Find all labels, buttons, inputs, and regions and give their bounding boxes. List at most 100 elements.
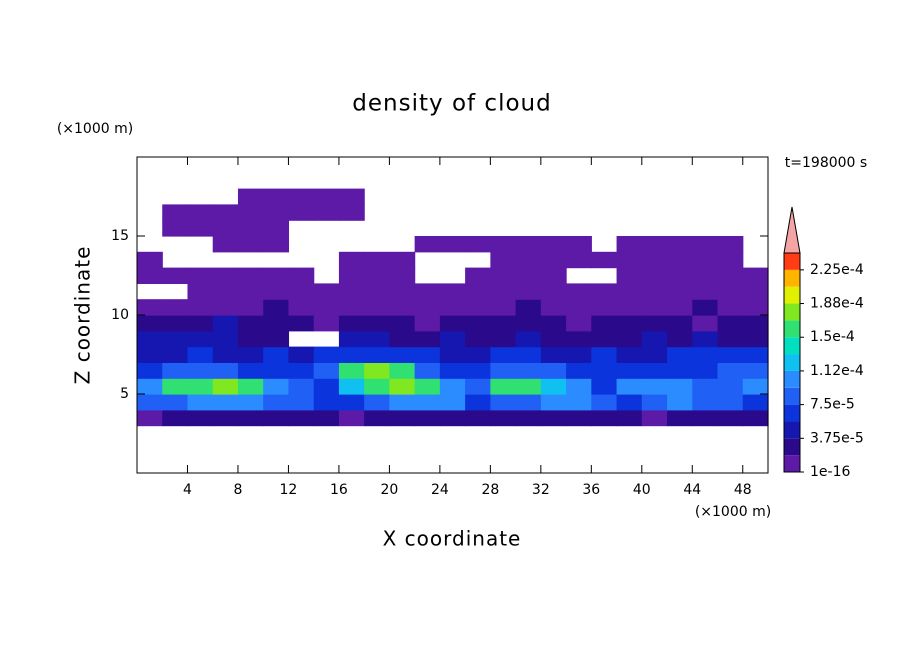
contour-cell	[338, 251, 365, 269]
y-tick-label: 15	[111, 228, 129, 244]
contour-cell	[540, 315, 567, 332]
contour-cell	[187, 220, 214, 237]
contour-cell	[490, 236, 517, 253]
contour-cell	[616, 330, 643, 348]
contour-cell	[414, 409, 441, 427]
contour-cell	[237, 394, 264, 411]
contour-cell	[162, 330, 189, 348]
contour-cell	[515, 267, 542, 284]
contour-cell	[162, 378, 189, 395]
contour-cell	[515, 236, 542, 253]
contour-cell	[389, 378, 416, 395]
contour-cell	[237, 346, 264, 363]
contour-cell	[162, 362, 189, 379]
contour-cell	[263, 204, 290, 221]
contour-cell	[364, 394, 390, 411]
chart-title: density of cloud	[352, 91, 551, 117]
contour-cell	[187, 283, 214, 300]
contour-cell	[465, 409, 491, 427]
contour-cell	[187, 267, 214, 284]
contour-cell	[288, 204, 315, 221]
contour-cell	[616, 251, 643, 269]
contour-cell	[515, 330, 542, 348]
contour-cell	[692, 378, 719, 395]
contour-cell	[414, 346, 441, 363]
contour-cell	[288, 299, 315, 316]
colorbar-band	[784, 354, 800, 371]
contour-cell	[313, 378, 340, 395]
contour-cell	[439, 362, 466, 379]
contour-cell	[540, 236, 567, 253]
contour-cell	[641, 315, 668, 332]
contour-cell	[187, 394, 214, 411]
contour-cell	[667, 346, 693, 363]
contour-cell	[667, 362, 693, 379]
contour-cell	[566, 346, 592, 363]
x-tick-label: 16	[330, 482, 348, 498]
contour-cell	[389, 330, 416, 348]
contour-cell	[717, 362, 744, 379]
contour-cell	[364, 409, 390, 427]
contour-cell	[338, 267, 365, 284]
contour-cell	[137, 346, 163, 363]
contour-cell	[212, 315, 239, 332]
contour-cell	[263, 236, 290, 253]
contour-cell	[566, 251, 592, 269]
contour-cell	[313, 315, 340, 332]
contour-cell	[591, 378, 618, 395]
contour-cell	[616, 394, 643, 411]
contour-cell	[540, 299, 567, 316]
contour-cell	[667, 394, 693, 411]
contour-cell	[338, 378, 365, 395]
contour-cell	[540, 378, 567, 395]
contour-cell	[515, 346, 542, 363]
contour-cell	[540, 409, 567, 427]
contour-cell	[137, 299, 163, 316]
contour-cell	[742, 330, 769, 348]
contour-cell	[364, 378, 390, 395]
contour-cell	[414, 330, 441, 348]
contour-cell	[667, 251, 693, 269]
contour-cell	[263, 346, 290, 363]
contour-cell	[389, 394, 416, 411]
x-tick-label: 40	[633, 482, 651, 498]
contour-cell	[439, 378, 466, 395]
contour-cell	[263, 283, 290, 300]
colorbar-band	[784, 438, 800, 456]
contour-cell	[667, 409, 693, 427]
contour-cell	[187, 299, 214, 316]
contour-cell	[237, 409, 264, 427]
contour-cell	[742, 315, 769, 332]
contour-cell	[212, 283, 239, 300]
colorbar-tick-label: 7.5e-5	[810, 397, 855, 413]
contour-cell	[414, 315, 441, 332]
contour-cell	[591, 330, 618, 348]
contour-cell	[212, 267, 239, 284]
contour-cell	[338, 299, 365, 316]
x-axis-label: X coordinate	[383, 527, 522, 551]
contour-cell	[566, 378, 592, 395]
contour-cell	[338, 330, 365, 348]
contour-cell	[364, 315, 390, 332]
contour-cell	[313, 362, 340, 379]
colorbar-tick-label: 3.75e-5	[810, 430, 864, 446]
contour-cell	[641, 346, 668, 363]
x-tick-label: 36	[582, 482, 600, 498]
contour-cell	[364, 299, 390, 316]
contour-cell	[212, 409, 239, 427]
contour-cell	[616, 299, 643, 316]
contour-cell	[641, 236, 668, 253]
contour-cell	[566, 315, 592, 332]
contour-cell	[338, 362, 365, 379]
contour-cell	[263, 188, 290, 205]
contour-cell	[237, 283, 264, 300]
contour-cell	[641, 283, 668, 300]
contour-cell	[288, 315, 315, 332]
contour-cell	[490, 267, 517, 284]
contour-cell	[490, 283, 517, 300]
contour-cell	[490, 346, 517, 363]
contour-cell	[364, 346, 390, 363]
contour-cell	[364, 362, 390, 379]
contour-cell	[389, 315, 416, 332]
